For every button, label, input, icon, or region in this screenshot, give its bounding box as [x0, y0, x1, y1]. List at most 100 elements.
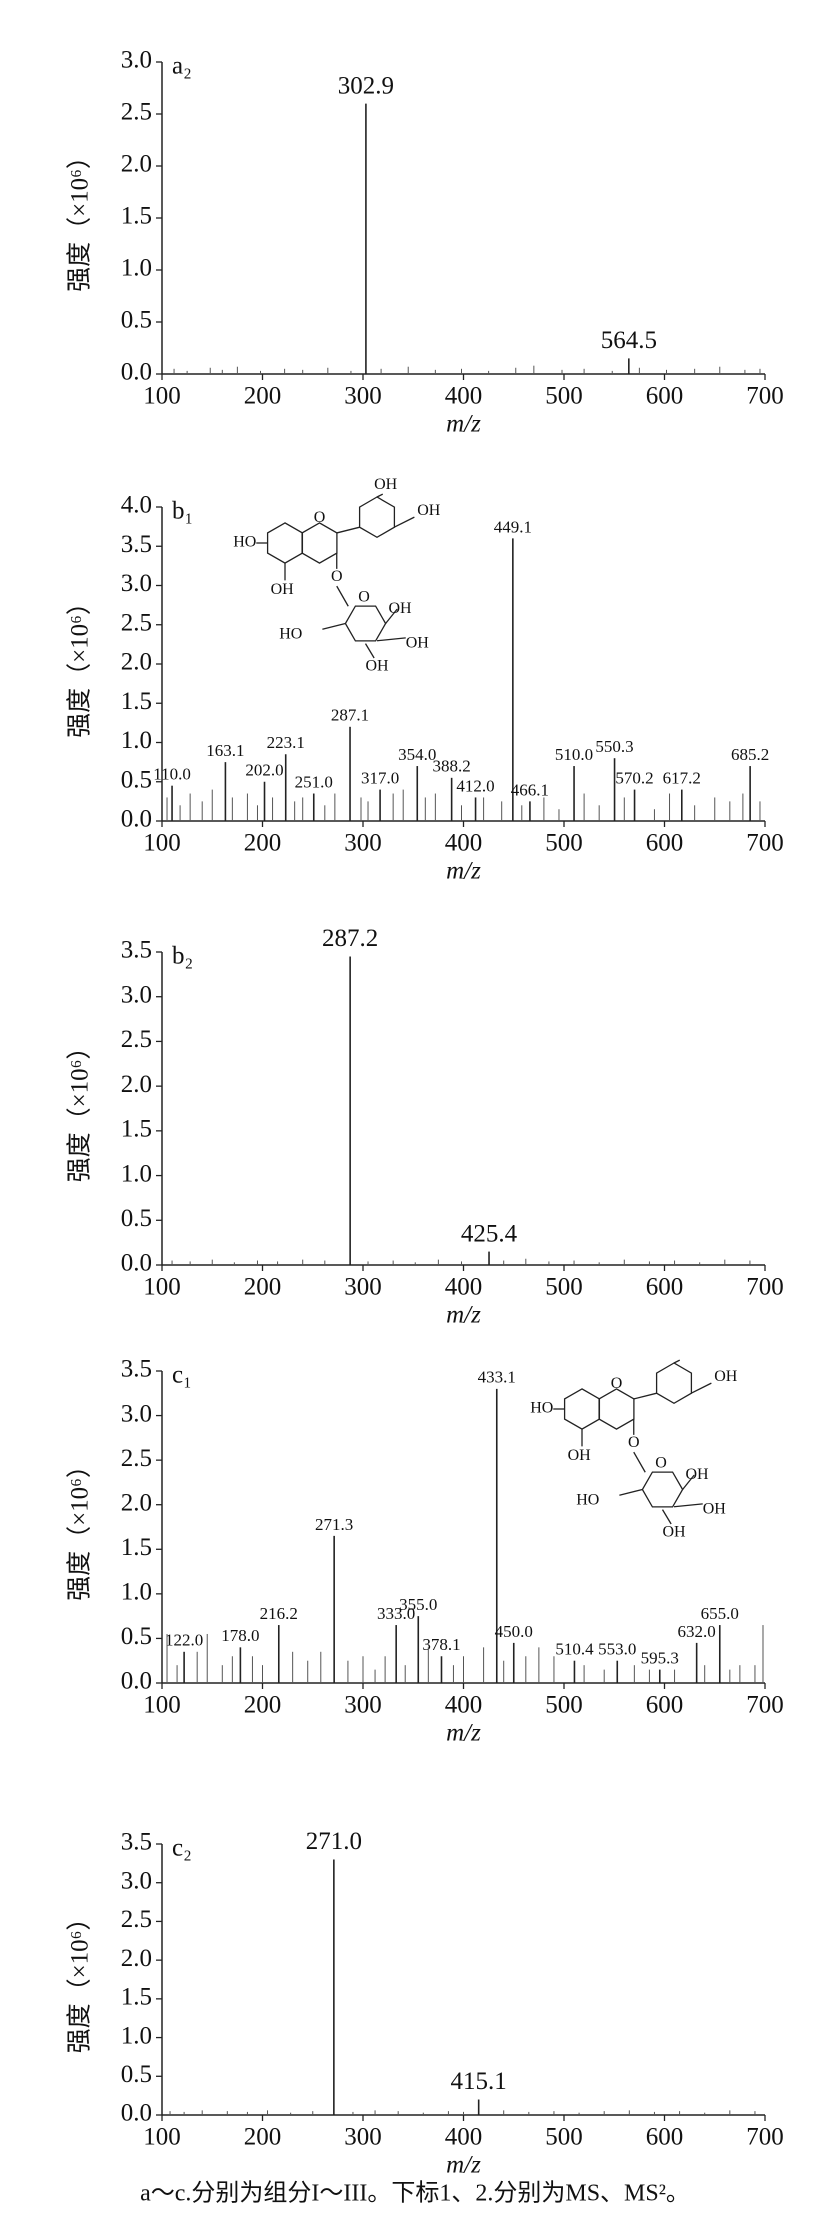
- y-axis-label: 强度（×10⁶）: [66, 144, 94, 292]
- panel-label: a₂: [172, 53, 192, 80]
- y-axis-label: 强度（×10⁶）: [66, 590, 94, 738]
- peak-label: 271.3: [315, 1515, 353, 1534]
- y-tick-label: 0.0: [121, 1668, 152, 1695]
- x-tick-label: 500: [545, 1692, 583, 1719]
- y-tick-label: 1.0: [121, 727, 152, 754]
- x-tick-label: 400: [445, 1274, 483, 1301]
- peak-label: 223.1: [267, 733, 305, 752]
- peak-label: 550.3: [595, 737, 633, 756]
- x-tick-label: 400: [445, 383, 483, 410]
- x-tick-label: 200: [244, 383, 282, 410]
- peak-label: 553.0: [598, 1640, 636, 1659]
- x-tick-label: 400: [445, 830, 483, 857]
- x-tick-label: 100: [143, 1274, 181, 1301]
- peak-label: 354.0: [398, 745, 436, 764]
- y-tick-label: 0.5: [121, 1205, 152, 1232]
- bond: [364, 643, 375, 659]
- x-tick-label: 600: [646, 1692, 684, 1719]
- peak-label: 178.0: [221, 1626, 259, 1645]
- structure-label: O: [358, 588, 370, 605]
- bond: [385, 608, 398, 624]
- panel-label: c₁: [172, 1362, 192, 1389]
- x-tick-label: 600: [646, 383, 684, 410]
- structure-label: OH: [365, 657, 389, 674]
- peak-label: 415.1: [451, 2068, 507, 2095]
- x-axis-label: m/z: [446, 411, 481, 438]
- y-tick-label: 3.5: [121, 1356, 152, 1383]
- x-tick-label: 100: [143, 830, 181, 857]
- ring: [344, 605, 387, 642]
- peak-label: 163.1: [206, 741, 244, 760]
- y-axis-label: 强度（×10⁶）: [66, 1906, 94, 2054]
- y-tick-label: 1.0: [121, 1160, 152, 1187]
- peak-label: 617.2: [663, 769, 701, 788]
- y-tick-label: 1.5: [121, 203, 152, 230]
- structure-label: HO: [233, 534, 256, 551]
- peak-label: 425.4: [461, 1220, 518, 1247]
- structure-label: O: [655, 1454, 667, 1471]
- peak-label: 388.2: [433, 757, 471, 776]
- peak-label: 433.1: [478, 1368, 516, 1387]
- bond: [633, 1451, 646, 1473]
- y-tick-label: 3.0: [121, 570, 152, 597]
- bond: [673, 1503, 703, 1508]
- y-tick-label: 3.0: [121, 47, 152, 74]
- peak-label: 202.0: [245, 761, 283, 780]
- y-tick-label: 0.0: [121, 806, 152, 833]
- x-tick-label: 700: [746, 1692, 784, 1719]
- peak-label: 317.0: [361, 769, 399, 788]
- peak-label: 251.0: [295, 772, 333, 791]
- bond: [376, 493, 384, 498]
- peak-label: 412.0: [456, 776, 494, 795]
- structure-label: O: [314, 509, 326, 526]
- peak-label: 216.2: [260, 1604, 298, 1623]
- structure-label: HO: [279, 626, 302, 643]
- structure-label: OH: [662, 1523, 686, 1540]
- x-tick-label: 300: [344, 1692, 382, 1719]
- caption: a～c.分别为组分I～III。下标1、2.分别为MS、MS²。: [140, 2180, 690, 2207]
- y-tick-label: 2.0: [121, 1489, 152, 1516]
- ring: [301, 522, 338, 564]
- bond: [690, 1382, 712, 1394]
- y-tick-label: 3.5: [121, 1829, 152, 1856]
- x-tick-label: 600: [646, 830, 684, 857]
- structure-label: OH: [406, 634, 430, 651]
- structure-label: HO: [530, 1400, 553, 1417]
- y-tick-label: 1.5: [121, 1116, 152, 1143]
- bond: [633, 1392, 657, 1400]
- structure-label: OH: [374, 476, 398, 493]
- peak-label: 450.0: [495, 1622, 533, 1641]
- peak-label: 466.1: [511, 780, 549, 799]
- bond: [673, 1359, 681, 1364]
- y-tick-label: 2.5: [121, 1026, 152, 1053]
- y-tick-label: 1.0: [121, 255, 152, 282]
- y-tick-label: 2.5: [121, 1445, 152, 1472]
- y-tick-label: 0.5: [121, 307, 152, 334]
- peak-label: 271.0: [306, 1828, 362, 1855]
- x-axis-label: m/z: [446, 1720, 481, 1747]
- y-tick-label: 0.5: [121, 766, 152, 793]
- x-tick-label: 500: [545, 383, 583, 410]
- structure-label: OH: [568, 1447, 592, 1464]
- structure-label: OH: [714, 1368, 738, 1385]
- x-tick-label: 100: [143, 2124, 181, 2151]
- peak-label: 632.0: [678, 1622, 716, 1641]
- y-tick-label: 2.5: [121, 99, 152, 126]
- peak-label: 685.2: [731, 745, 769, 764]
- bond: [322, 622, 346, 630]
- x-tick-label: 400: [445, 1692, 483, 1719]
- y-tick-label: 2.0: [121, 151, 152, 178]
- panel-label: b₂: [172, 943, 193, 970]
- structure-label: OH: [271, 581, 295, 598]
- structure-label: OH: [417, 502, 441, 519]
- x-tick-label: 200: [244, 2124, 282, 2151]
- peak-label: 510.0: [555, 745, 593, 764]
- peak-label: 595.3: [641, 1649, 679, 1668]
- ring: [266, 522, 304, 564]
- x-axis-label: m/z: [446, 2152, 481, 2179]
- peak-label: 564.5: [601, 327, 657, 354]
- x-tick-label: 500: [545, 830, 583, 857]
- structure-label: OH: [685, 1466, 709, 1483]
- y-tick-label: 0.5: [121, 1623, 152, 1650]
